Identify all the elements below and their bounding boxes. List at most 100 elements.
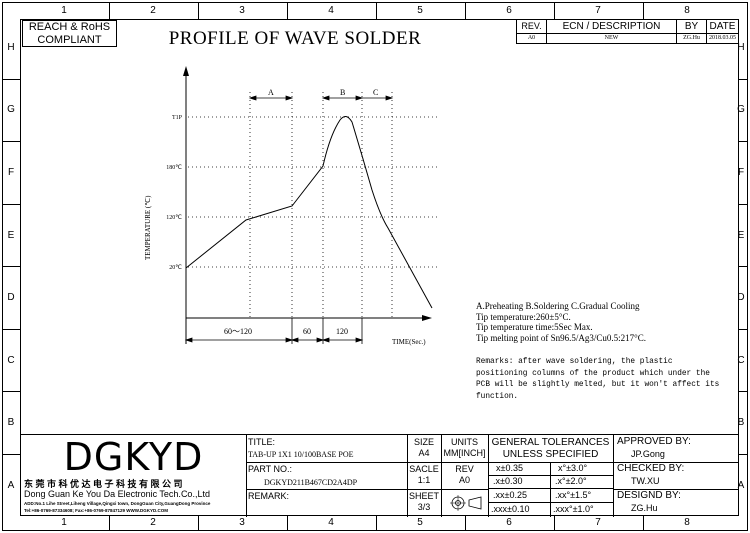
remark-line: function. — [476, 392, 519, 401]
remark-label: REMARK: — [248, 491, 290, 501]
part-cell: PART NO.: DGKYD211B467CD2A4DP — [246, 462, 408, 490]
tolerance-angular: x°±3.0° — [550, 462, 614, 476]
part-label: PART NO.: — [248, 464, 293, 474]
x-axis-label: TIME(Sec.) — [392, 338, 426, 346]
drawing-frame — [20, 19, 739, 516]
tolerance-subtitle: UNLESS SPECIFIED — [502, 449, 599, 460]
rev-cell-value: A0 — [458, 475, 470, 485]
y-axis-label: TEMPERATURE (℃) — [144, 195, 152, 260]
scale-value: 1:1 — [417, 475, 431, 485]
scale-label: SACLE — [409, 464, 439, 474]
size-cell: SIZE A4 — [407, 435, 442, 463]
title-block: DGKYD 东 莞 市 科 优 达 电 子 科 技 有 限 公 司 Dong G… — [20, 434, 739, 517]
units-cell: UNITS MM[INCH] — [441, 435, 489, 463]
row-letter: C — [737, 355, 745, 366]
column-number: 4 — [328, 517, 334, 528]
company-en-name: Dong Guan Ke You Da Electronic Tech.Co.,… — [24, 489, 210, 499]
gridlines-horizontal — [188, 116, 440, 268]
revision-table: REV. ECN / DESCRIPTION BY DATE A0 NEW ZG… — [516, 19, 739, 44]
y-tick-180: 180℃ — [166, 165, 182, 171]
page-title: PROFILE OF WAVE SOLDER — [168, 28, 422, 49]
tolerance-linear: x±0.35 — [488, 462, 551, 476]
remark-line: Remarks: after wave soldering, the plast… — [476, 358, 673, 366]
time-dimensions — [184, 318, 364, 344]
remark-cell: REMARK: — [246, 489, 408, 517]
company-logo: DGKYD — [63, 435, 204, 479]
rev-label: REV — [455, 464, 474, 474]
ecn-header: ECN / DESCRIPTION — [546, 19, 677, 34]
tolerance-linear: .xx±0.25 — [488, 488, 551, 503]
row-letter: H — [737, 42, 745, 53]
note-line: Tip melting point of Sn96.5/Ag3/Cu0.5:21… — [476, 332, 647, 343]
row-letter: F — [737, 167, 745, 178]
rev-cell: REV A0 — [441, 462, 489, 490]
zone-c-label: C — [373, 88, 378, 97]
title-value: TAB-UP 1X1 10/100BASE POE — [248, 450, 354, 459]
row-letter: A — [737, 480, 745, 491]
zone-a-label: A — [268, 88, 274, 97]
checked-value: TW.XU — [631, 476, 660, 486]
row-letter: B — [737, 417, 745, 428]
tolerance-angular: .xx°±1.5° — [550, 488, 614, 503]
note-line: A.Preheating B.Soldering C.Gradual Cooli… — [476, 301, 640, 311]
time-segment-3: 120 — [336, 327, 348, 336]
column-number: 6 — [506, 5, 512, 16]
remarks: Remarks: after wave soldering, the plast… — [476, 357, 738, 403]
designed-cell: DESIGND BY: ZG.Hu — [613, 489, 739, 517]
approved-value: JP.Gong — [631, 449, 665, 459]
row-letter: E — [7, 230, 15, 241]
ecn-value: NEW — [546, 33, 677, 44]
compliance-line-1: REACH & RoHS — [28, 21, 111, 33]
zone-dimensions — [248, 95, 394, 101]
remark-line: positioning columns of the product which… — [476, 369, 710, 378]
date-value: 2018.03.05 — [706, 33, 739, 44]
tolerance-linear: .x±0.30 — [488, 475, 551, 489]
designed-label: DESIGND BY: — [617, 490, 681, 501]
column-number: 1 — [61, 5, 67, 16]
row-letter: H — [7, 42, 15, 53]
zone-b-label: B — [340, 88, 345, 97]
company-address: ADD:No.1 Lihe Street,Liheng Village,Qing… — [24, 501, 211, 506]
gridlines-vertical — [249, 92, 393, 318]
row-letter: C — [7, 355, 15, 366]
row-letter: B — [7, 417, 15, 428]
column-number: 7 — [595, 5, 601, 16]
title-cell: TITLE: TAB-UP 1X1 10/100BASE POE — [246, 435, 408, 463]
company-area: DGKYD 东 莞 市 科 优 达 电 子 科 技 有 限 公 司 Dong G… — [20, 435, 247, 517]
units-value: MM[INCH] — [443, 448, 486, 458]
tolerance-linear: .xxx±0.10 — [488, 502, 551, 517]
title-label: TITLE: — [248, 437, 276, 447]
row-letter: G — [7, 104, 15, 115]
row-letter: G — [737, 104, 745, 115]
tolerance-angular: .xxx°±1.0° — [553, 504, 594, 514]
column-number: 3 — [239, 517, 245, 528]
y-tick-20: 20℃ — [169, 265, 182, 271]
part-value: DGKYD211B467CD2A4DP — [264, 478, 358, 487]
checked-label: CHECKED BY: — [617, 463, 685, 474]
time-segment-1: 60～120 — [224, 327, 252, 336]
column-number: 7 — [595, 517, 601, 528]
column-number: 2 — [150, 517, 156, 528]
tolerance-table: x±0.35 x°±3.0° .x±0.30 .x°±2.0° .xx±0.25… — [488, 462, 614, 517]
rev-value: A0 — [516, 33, 547, 44]
sheet-cell: SHEET 3/3 — [407, 489, 442, 517]
designed-value: ZG.Hu — [631, 503, 658, 513]
column-number: 2 — [150, 5, 156, 16]
row-letter: D — [7, 292, 15, 303]
row-letter: A — [7, 480, 15, 491]
column-number: 5 — [417, 517, 423, 528]
approved-label: APPROVED BY: — [617, 436, 691, 447]
sheet-value: 3/3 — [417, 502, 431, 512]
note-line: Tip temperature time:5Sec Max. — [476, 322, 593, 332]
by-value: ZG.Hu — [676, 33, 707, 44]
profile-curve — [185, 116, 433, 309]
compliance-box: REACH & RoHS COMPLIANT — [22, 20, 117, 47]
scale-cell: SACLE 1:1 — [407, 462, 442, 490]
y-axis-arrow — [183, 66, 189, 76]
profile-chart: A B C T1P 180℃ 120℃ 20℃ TEMPERATURE (℃) … — [144, 66, 440, 346]
row-letter: D — [737, 292, 745, 303]
company-cn-name: 东 莞 市 科 优 达 电 子 科 技 有 限 公 司 — [24, 479, 183, 489]
tolerance-angular: .x°±2.0° — [550, 475, 614, 489]
column-number: 5 — [417, 5, 423, 16]
